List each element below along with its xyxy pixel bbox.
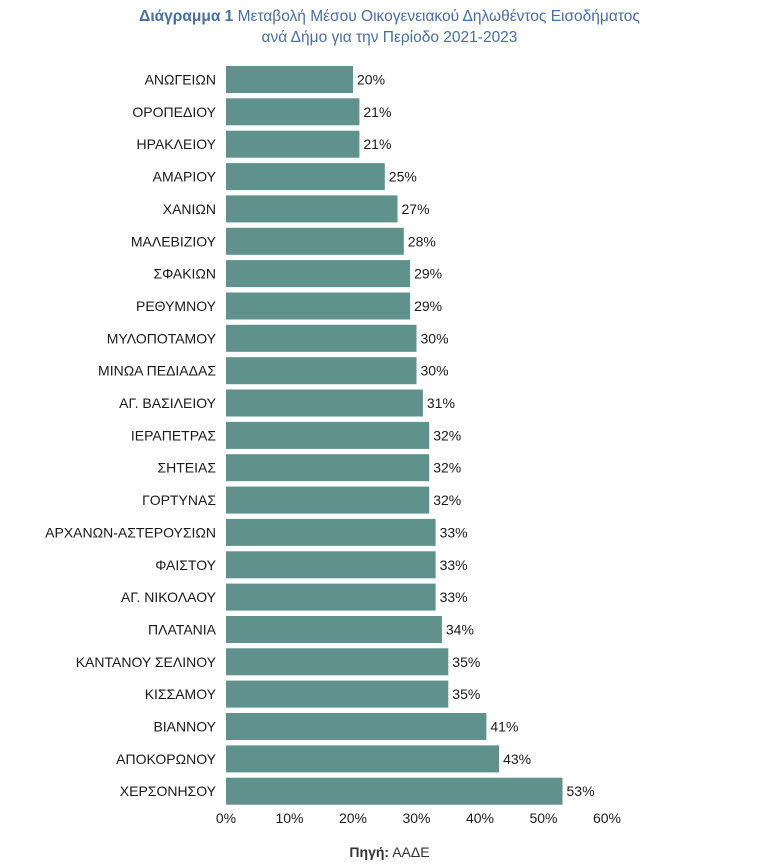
bar xyxy=(226,389,423,417)
category-label: ΟΡΟΠΕΔΙΟΥ xyxy=(132,104,216,120)
bar xyxy=(226,551,436,579)
x-tick-label: 20% xyxy=(339,810,367,826)
category-label: ΧΑΝΙΩΝ xyxy=(163,201,216,217)
bar xyxy=(226,357,417,385)
category-label: ΧΕΡΣΟΝΗΣΟΥ xyxy=(120,783,217,799)
category-label: ΚΑΝΤΑΝΟΥ ΣΕΛΙΝΟΥ xyxy=(76,654,217,670)
category-label: ΣΦΑΚΙΩΝ xyxy=(153,266,216,282)
bar xyxy=(226,163,385,191)
bar xyxy=(226,583,436,611)
category-label: ΒΙΑΝΝΟΥ xyxy=(153,719,216,735)
x-tick-label: 30% xyxy=(402,810,430,826)
category-label: ΜΥΛΟΠΟΤΑΜΟΥ xyxy=(107,330,217,346)
data-label: 29% xyxy=(414,298,442,314)
category-label: ΑΓ. ΒΑΣΙΛΕΙΟΥ xyxy=(119,395,217,411)
bar xyxy=(226,777,563,805)
source-value: ΑΑΔΕ xyxy=(392,844,430,860)
category-label: ΡΕΘΥΜΝΟΥ xyxy=(136,298,217,314)
category-label: ΙΕΡΑΠΕΤΡΑΣ xyxy=(131,427,217,443)
data-label: 31% xyxy=(427,395,455,411)
data-label: 33% xyxy=(440,524,468,540)
category-label: ΚΙΣΣΑΜΟΥ xyxy=(145,686,217,702)
data-label: 33% xyxy=(440,557,468,573)
bar xyxy=(226,130,360,158)
bar xyxy=(226,648,449,676)
bar xyxy=(226,292,411,320)
category-label: ΑΡΧΑΝΩΝ-ΑΣΤΕΡΟΥΣΙΩΝ xyxy=(45,524,216,540)
data-label: 32% xyxy=(433,492,461,508)
x-tick-label: 50% xyxy=(529,810,557,826)
data-label: 33% xyxy=(440,589,468,605)
data-label: 25% xyxy=(389,169,417,185)
category-label: ΓΟΡΤΥΝΑΣ xyxy=(142,492,216,508)
bar xyxy=(226,680,449,708)
category-label: ΑΜΑΡΙΟΥ xyxy=(153,169,217,185)
bar xyxy=(226,98,360,126)
data-label: 21% xyxy=(363,104,391,120)
data-label: 29% xyxy=(414,266,442,282)
bar xyxy=(226,454,430,482)
bar xyxy=(226,260,411,288)
bar xyxy=(226,421,430,449)
category-label: ΗΡΑΚΛΕΙΟΥ xyxy=(137,136,217,152)
bar xyxy=(226,486,430,514)
chart-title-prefix: Διάγραμμα 1 xyxy=(139,8,234,25)
bar xyxy=(226,518,436,546)
data-label: 32% xyxy=(433,460,461,476)
category-label: ΑΝΩΓΕΙΩΝ xyxy=(145,72,216,88)
chart-title-line1: Μεταβολή Μέσου Οικογενειακού Δηλωθέντος … xyxy=(237,8,640,25)
data-label: 27% xyxy=(402,201,430,217)
x-tick-label: 60% xyxy=(593,810,621,826)
data-label: 35% xyxy=(452,654,480,670)
category-label: ΠΛΑΤΑΝΙΑ xyxy=(148,622,217,638)
bar xyxy=(226,195,398,223)
category-label: ΦΑΙΣΤΟΥ xyxy=(155,557,216,573)
x-tick-label: 0% xyxy=(216,810,236,826)
data-label: 53% xyxy=(567,783,595,799)
source-note: Πηγή: ΑΑΔΕ xyxy=(0,844,779,860)
data-label: 30% xyxy=(421,363,449,379)
data-label: 20% xyxy=(357,72,385,88)
data-label: 41% xyxy=(490,719,518,735)
data-label: 34% xyxy=(446,622,474,638)
category-label: ΜΑΛΕΒΙΖΙΟΥ xyxy=(131,233,217,249)
category-label: ΑΓ. ΝΙΚΟΛΑΟΥ xyxy=(121,589,217,605)
bar xyxy=(226,616,442,643)
x-tick-label: 40% xyxy=(466,810,494,826)
chart-title-line2: ανά Δήμο για την Περίοδο 2021-2023 xyxy=(261,29,518,46)
bar xyxy=(226,745,500,773)
bar xyxy=(226,66,353,93)
data-label: 28% xyxy=(408,233,436,249)
bar xyxy=(226,324,417,352)
bar xyxy=(226,713,487,740)
chart-title: Διάγραμμα 1 Μεταβολή Μέσου Οικογενειακού… xyxy=(0,6,779,48)
source-label: Πηγή: xyxy=(349,844,390,860)
category-label: ΜΙΝΩΑ ΠΕΔΙΑΔΑΣ xyxy=(98,363,216,379)
category-label: ΣΗΤΕΙΑΣ xyxy=(157,460,216,476)
data-label: 43% xyxy=(503,751,531,767)
bar xyxy=(226,227,404,255)
data-label: 32% xyxy=(433,427,461,443)
x-tick-label: 10% xyxy=(275,810,303,826)
data-label: 21% xyxy=(363,136,391,152)
data-label: 35% xyxy=(452,686,480,702)
data-label: 30% xyxy=(421,330,449,346)
category-label: ΑΠΟΚΟΡΩΝΟΥ xyxy=(116,751,216,767)
